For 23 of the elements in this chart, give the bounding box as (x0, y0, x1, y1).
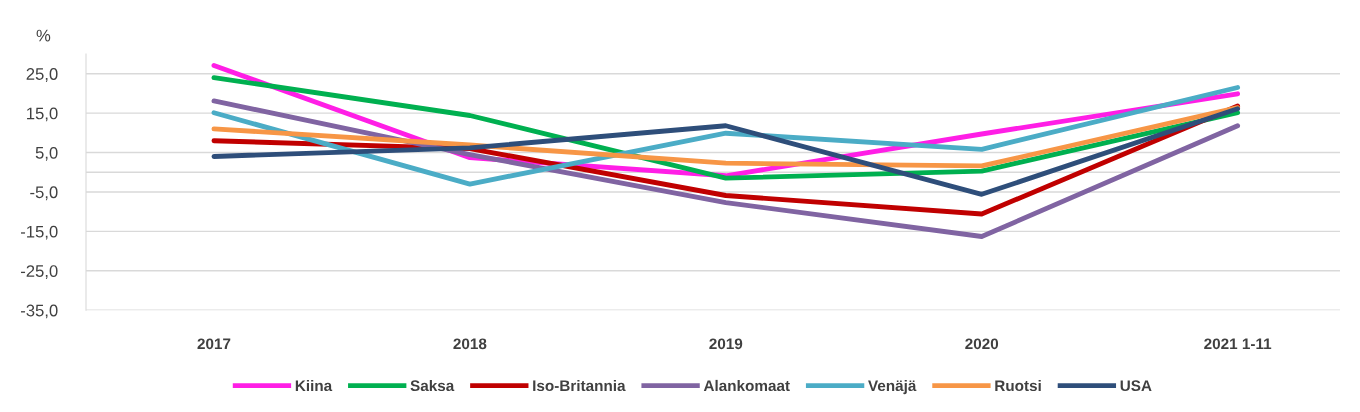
y-tick-label: -5,0 (30, 186, 58, 201)
line-series (211, 105, 1241, 169)
y-tick-label: 25,0 (26, 68, 58, 82)
y-axis-title: % (36, 29, 51, 42)
y-tick-label: -35,0 (20, 304, 58, 319)
legend-label: Kiina (295, 379, 333, 392)
x-tick-label: 2021 1-11 (1204, 338, 1272, 350)
y-tick-label: 15,0 (27, 107, 58, 122)
y-tick-label: 5,0 (35, 146, 58, 161)
y-tick-label: -15,0 (20, 225, 58, 240)
legend-label: Venäjä (868, 379, 917, 395)
x-tick-label: 2017 (197, 338, 231, 350)
x-tick-label: 2019 (709, 338, 743, 350)
legend-label: USA (1120, 380, 1152, 392)
legend-label: Ruotsi (995, 379, 1041, 392)
legend-label: Iso-Britannia (533, 379, 626, 392)
line-series (211, 98, 1241, 239)
y-tick-label: -25,0 (20, 265, 58, 279)
x-tick-label: 2018 (453, 338, 487, 350)
x-tick-label: 2020 (965, 338, 999, 350)
legend-label: Saksa (410, 379, 455, 392)
line-series (211, 106, 1241, 197)
legend-label: Alankomaat (703, 379, 790, 392)
